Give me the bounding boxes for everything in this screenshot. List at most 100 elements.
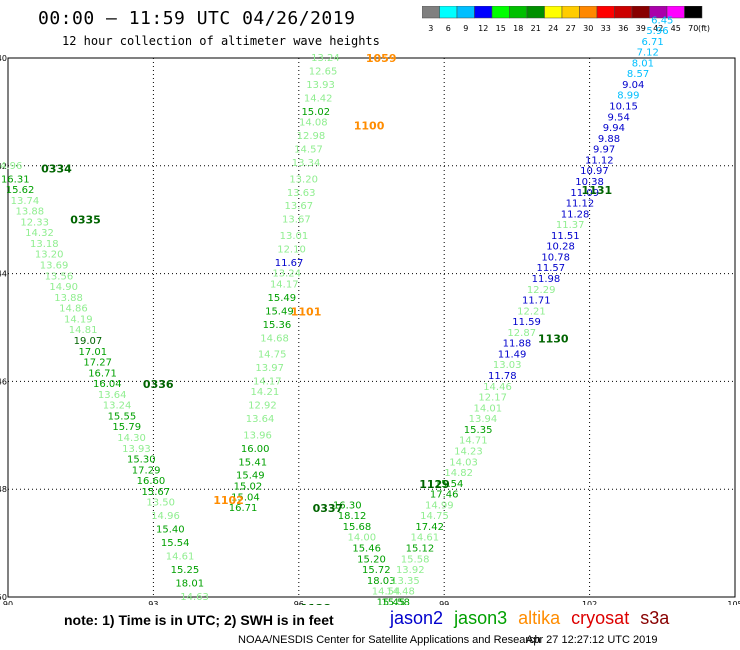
wave-height-value: 13.50 <box>146 498 175 509</box>
wave-height-value: 15.46 <box>352 543 381 554</box>
wave-height-value: 10.78 <box>541 252 570 263</box>
legend-label: 15 <box>496 24 506 33</box>
wave-height-value: 18.03 <box>367 576 396 587</box>
wave-height-value: 17.01 <box>78 347 107 358</box>
wave-height-value: 14.23 <box>454 446 483 457</box>
wave-height-value: 13.64 <box>98 390 127 401</box>
legend-label: 39 <box>636 24 646 33</box>
wave-height-value: 16.04 <box>93 379 122 390</box>
wave-height-value: 16.71 <box>229 503 258 514</box>
wave-height-value: 15.49 <box>265 306 294 317</box>
legend-label: 70 <box>688 24 698 33</box>
wave-height-value: 5.96 <box>646 26 668 37</box>
wave-height-value: 13.97 <box>255 363 284 374</box>
wave-height-value: 6.71 <box>641 37 663 48</box>
wave-height-value: 16.31 <box>1 174 30 185</box>
wave-height-value: 15.54 <box>435 479 464 490</box>
wave-height-value: 14.81 <box>69 325 98 336</box>
color-scale-legend: 3 6 9 12 15 18 21 24 27 30 33 36 39 42 45 70 (ft) <box>422 6 710 33</box>
wave-height-value: 16.30 <box>333 500 362 511</box>
wave-height-value: 13.01 <box>280 231 309 242</box>
pass-time-label: 1129 <box>419 478 450 491</box>
wave-height-value: 15.79 <box>112 422 141 433</box>
wave-height-value: 11.09 <box>570 188 599 199</box>
wave-height-value: 13.24 <box>272 269 301 280</box>
wave-height-value: 13.88 <box>54 293 83 304</box>
wave-height-value: 14.63 <box>180 592 209 603</box>
longitude-tick-label: 102 <box>582 600 597 605</box>
wave-height-value: 15.62 <box>6 185 35 196</box>
legend-label: 21 <box>531 24 541 33</box>
wave-height-value: 14.32 <box>25 228 54 239</box>
wave-height-value: 12.21 <box>517 306 546 317</box>
wave-height-value: 14.01 <box>473 403 502 414</box>
wave-height-value: 15.72 <box>362 565 391 576</box>
wave-height-value: 15.40 <box>156 525 185 536</box>
wave-height-value: 17.46 <box>430 490 459 501</box>
wave-height-value: 14.96 <box>0 161 22 172</box>
pass-time-label: 0336 <box>143 378 174 391</box>
credit-line: NOAA/NESDIS Center for Satellite Applica… <box>238 634 541 646</box>
latitude-tick-label: -48 <box>0 485 7 494</box>
wave-height-value: 11.37 <box>556 220 585 231</box>
wave-height-value: 11.88 <box>503 339 532 350</box>
wave-height-value: 14.75 <box>420 511 449 522</box>
wave-height-value: 17.42 <box>415 522 444 533</box>
legend-label: 18 <box>513 24 523 33</box>
pass-time-label: 1100 <box>354 119 385 132</box>
wave-height-value: 13.03 <box>493 360 522 371</box>
satellite-altika: altika <box>518 608 561 628</box>
wave-height-value: 14.17 <box>253 376 282 387</box>
wave-height-value: 15.41 <box>238 457 267 468</box>
longitude-tick-label: 93 <box>148 600 158 605</box>
wave-height-value: 9.54 <box>608 112 630 123</box>
wave-height-value: 12.92 <box>248 401 277 412</box>
pass-time-label: 0334 <box>41 162 72 175</box>
satellite-legend: jason2 jason3 altika cryosat s3a <box>390 608 675 629</box>
legend-label: 42 <box>653 24 663 33</box>
satellite-cryosat: cryosat <box>571 608 630 628</box>
wave-height-value: 14.99 <box>425 500 454 511</box>
wave-height-value: 14.00 <box>347 533 376 544</box>
wave-height-value: 15.04 <box>231 492 260 503</box>
wave-height-value: 6.45 <box>651 15 673 26</box>
wave-height-value: 11.51 <box>551 231 580 242</box>
wave-height-value: 12.17 <box>478 393 507 404</box>
legend-label: 45 <box>671 24 681 33</box>
wave-height-value: 15.49 <box>268 293 297 304</box>
wave-height-value: 12.29 <box>527 285 556 296</box>
wave-height-value: 15.54 <box>161 538 190 549</box>
wave-height-value: 12.33 <box>20 217 49 228</box>
wave-height-value: 13.24 <box>103 401 132 412</box>
wave-height-value: 11.59 <box>512 317 541 328</box>
wave-height-value: 13.67 <box>284 201 313 212</box>
latitude-tick-label: -46 <box>0 377 7 386</box>
wave-height-value: 11.67 <box>275 258 304 269</box>
legend-label: 30 <box>583 24 593 33</box>
wave-height-value: 11.57 <box>537 263 566 274</box>
wave-height-value: 13.93 <box>306 80 335 91</box>
wave-height-value: 7.12 <box>637 48 659 59</box>
wave-height-value: 15.36 <box>263 320 292 331</box>
pass-time-label: 0337 <box>313 502 344 515</box>
wave-height-value: 10.38 <box>575 177 604 188</box>
wave-height-value: 13.88 <box>15 207 44 218</box>
wave-height-value: 14.21 <box>251 387 280 398</box>
wave-height-value: 17.27 <box>83 358 112 369</box>
generated-timestamp: Apr 27 12:27:12 UTC 2019 <box>526 634 658 646</box>
wave-height-value: 15.25 <box>171 565 200 576</box>
wave-height-value: 18.12 <box>338 511 367 522</box>
page-subtitle: 12 hour collection of altimeter wave hei… <box>62 34 380 48</box>
wave-height-value: 9.94 <box>603 123 625 134</box>
wave-height-value: 8.57 <box>627 69 649 80</box>
longitude-tick-label: 90 <box>3 600 13 605</box>
wave-height-value: 14.68 <box>260 333 289 344</box>
wave-height-value: 13.56 <box>45 271 74 282</box>
legend-swatch <box>684 6 703 19</box>
wave-height-value: 9.04 <box>622 80 644 91</box>
wave-height-value: 15.30 <box>127 455 156 466</box>
pass-time-label: 1059 <box>366 52 397 65</box>
pass-time-label: 0335 <box>70 214 101 227</box>
legend-label: 27 <box>566 24 576 33</box>
